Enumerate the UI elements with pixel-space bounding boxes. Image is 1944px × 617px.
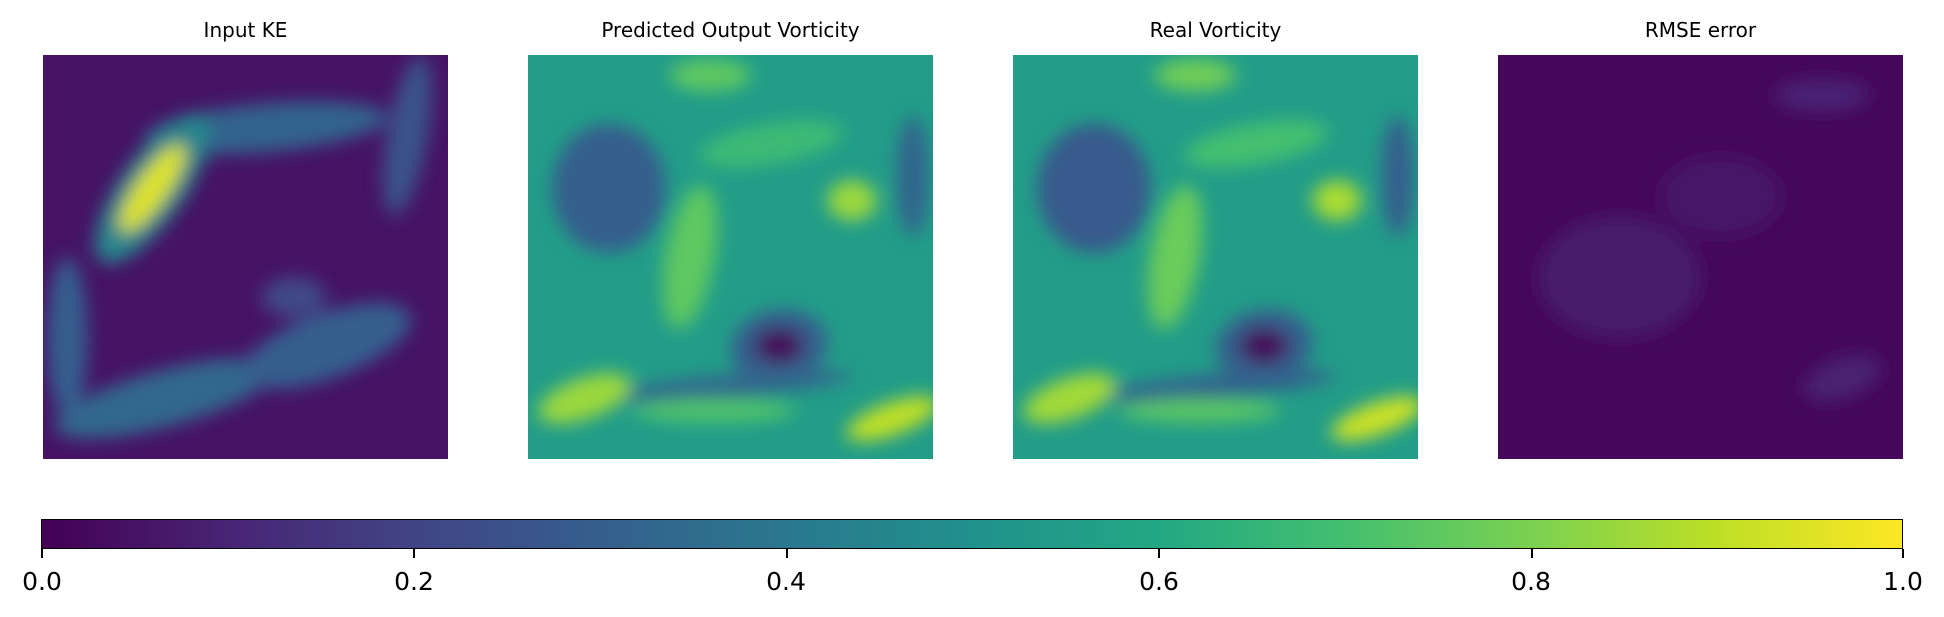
heatmap-predicted-vorticity	[528, 55, 933, 459]
colorbar-tick-mark	[1158, 549, 1160, 558]
heatmap-field-blob	[662, 185, 718, 329]
colorbar-tick-mark	[1531, 549, 1533, 558]
heatmap-field-blob	[1023, 373, 1116, 424]
heatmap-field-blob	[1538, 216, 1701, 338]
colorbar-tick-label: 0.2	[394, 567, 434, 596]
heatmap-field-blob	[896, 115, 929, 237]
heatmap-field-blob	[609, 370, 852, 403]
heatmap-field-blob	[261, 277, 327, 318]
heatmap-field-blob	[1312, 180, 1362, 221]
heatmap-field-blob	[846, 396, 933, 442]
heatmap-field-blob	[1094, 370, 1337, 403]
heatmap-field-blob	[827, 180, 877, 221]
colorbar-tick-mark	[786, 549, 788, 558]
heatmap-field-blob	[1660, 156, 1782, 237]
heatmap-field-blob	[1184, 120, 1328, 168]
colorbar	[41, 519, 1903, 549]
colorbar-tick-label: 0.4	[766, 567, 806, 596]
heatmap-field-blob	[1331, 396, 1418, 442]
colorbar-tick-label: 0.0	[22, 567, 62, 596]
heatmap-field-blob	[54, 358, 275, 439]
heatmap-field-blob	[669, 59, 751, 92]
heatmap-field-blob	[1381, 115, 1414, 237]
heatmap-field-blob	[1118, 398, 1281, 423]
colorbar-tick-label: 0.8	[1511, 567, 1551, 596]
heatmap-field-blob	[242, 302, 411, 389]
heatmap-field-blob	[1147, 185, 1203, 329]
colorbar-tick-label: 0.6	[1139, 567, 1179, 596]
colorbar-tick-mark	[1902, 549, 1904, 558]
heatmap-field-blob	[1037, 123, 1151, 253]
heatmap-field-blob	[119, 144, 186, 233]
panel-title-rmse-error: RMSE error	[1644, 18, 1757, 42]
heatmap-input-ke	[43, 55, 448, 459]
colorbar-tick-label: 1.0	[1883, 567, 1923, 596]
heatmap-field-blob	[633, 398, 796, 423]
heatmap-field-blob	[754, 327, 804, 365]
heatmap-field-blob	[47, 257, 88, 419]
panel-title-input-ke: Input KE	[203, 18, 288, 42]
heatmap-field-blob	[552, 123, 666, 253]
heatmap-field-blob	[1773, 79, 1871, 112]
heatmap-field-blob	[1239, 327, 1289, 365]
heatmap-field-blob	[699, 120, 843, 168]
panel-title-real-vorticity: Real Vorticity	[1149, 18, 1282, 42]
heatmap-field-blob	[1154, 59, 1236, 92]
heatmap-field-blob	[1803, 354, 1881, 402]
heatmap-field-blob	[383, 56, 432, 216]
colorbar-tick-mark	[41, 549, 43, 558]
colorbar-tick-mark	[413, 549, 415, 558]
panel-title-predicted-vorticity: Predicted Output Vorticity	[601, 18, 860, 42]
heatmap-rmse-error	[1498, 55, 1903, 459]
heatmap-field-blob	[538, 373, 631, 424]
heatmap-real-vorticity	[1013, 55, 1418, 459]
